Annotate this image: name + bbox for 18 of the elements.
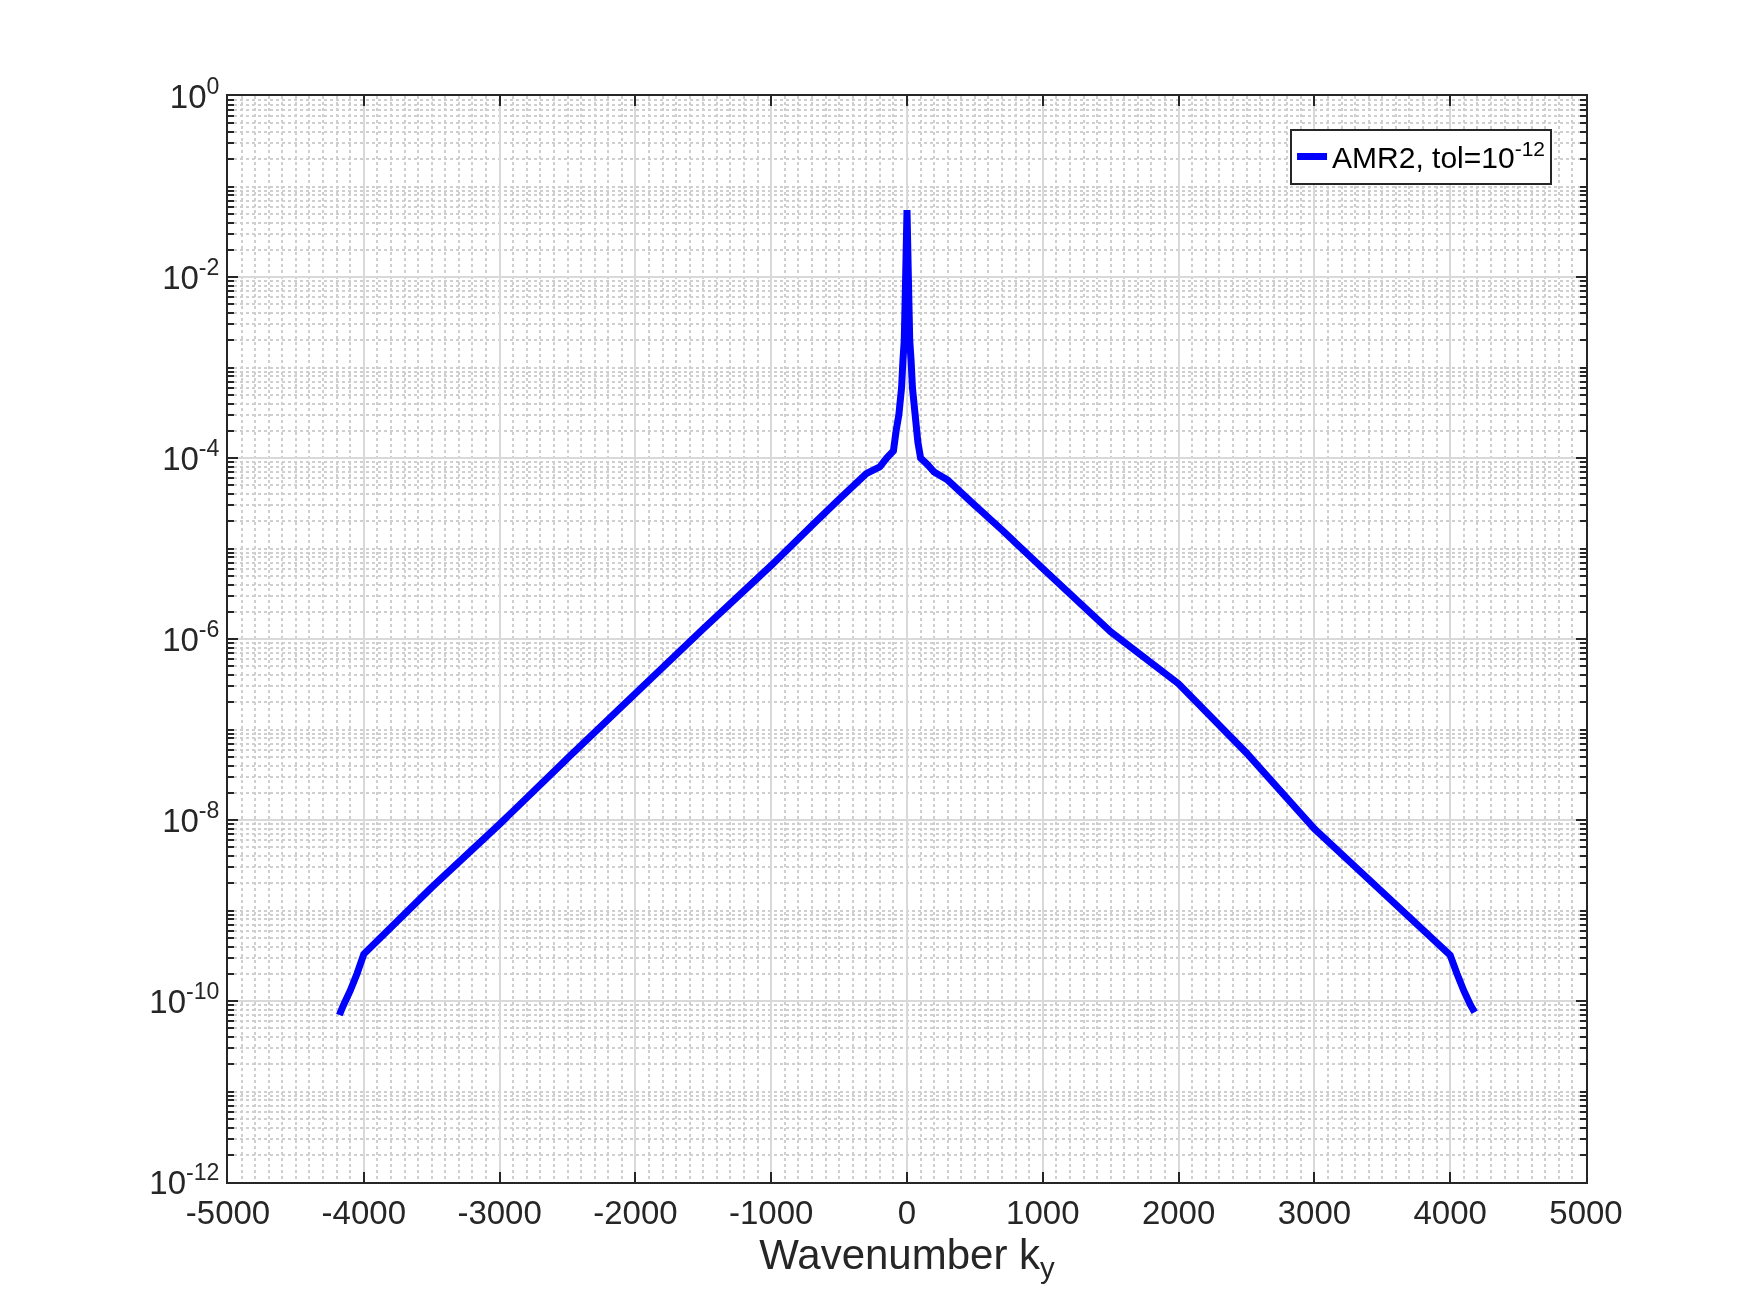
x-tick-label: -3000 <box>457 1193 542 1231</box>
y-tick-label: 10$^{-10}$ <box>149 977 220 1020</box>
x-axis-title: Wavenumber k$_{y}$ <box>759 1231 1056 1284</box>
x-tick-label: -4000 <box>321 1193 406 1231</box>
x-tick-label: -1000 <box>729 1193 814 1231</box>
y-tick-label: 10$^{-6}$ <box>162 615 220 658</box>
x-tick-label: 0 <box>897 1193 917 1231</box>
y-tick-label: 10$^{-2}$ <box>162 253 220 296</box>
y-tick-label: 10$^{-8}$ <box>162 796 220 839</box>
x-tick-label: 4000 <box>1413 1193 1487 1231</box>
x-tick-label: 2000 <box>1141 1193 1216 1231</box>
x-tick-label: 1000 <box>1006 1193 1080 1231</box>
x-tick-label: 5000 <box>1549 1193 1623 1231</box>
x-tick-label: -2000 <box>593 1193 678 1231</box>
legend-label: AMR2, tol=10$^{-12}$ <box>1332 136 1545 175</box>
y-tick-label: 10$^{0}$ <box>169 72 220 115</box>
x-tick-label: 3000 <box>1277 1193 1352 1231</box>
y-tick-label: 10$^{-4}$ <box>162 434 220 477</box>
